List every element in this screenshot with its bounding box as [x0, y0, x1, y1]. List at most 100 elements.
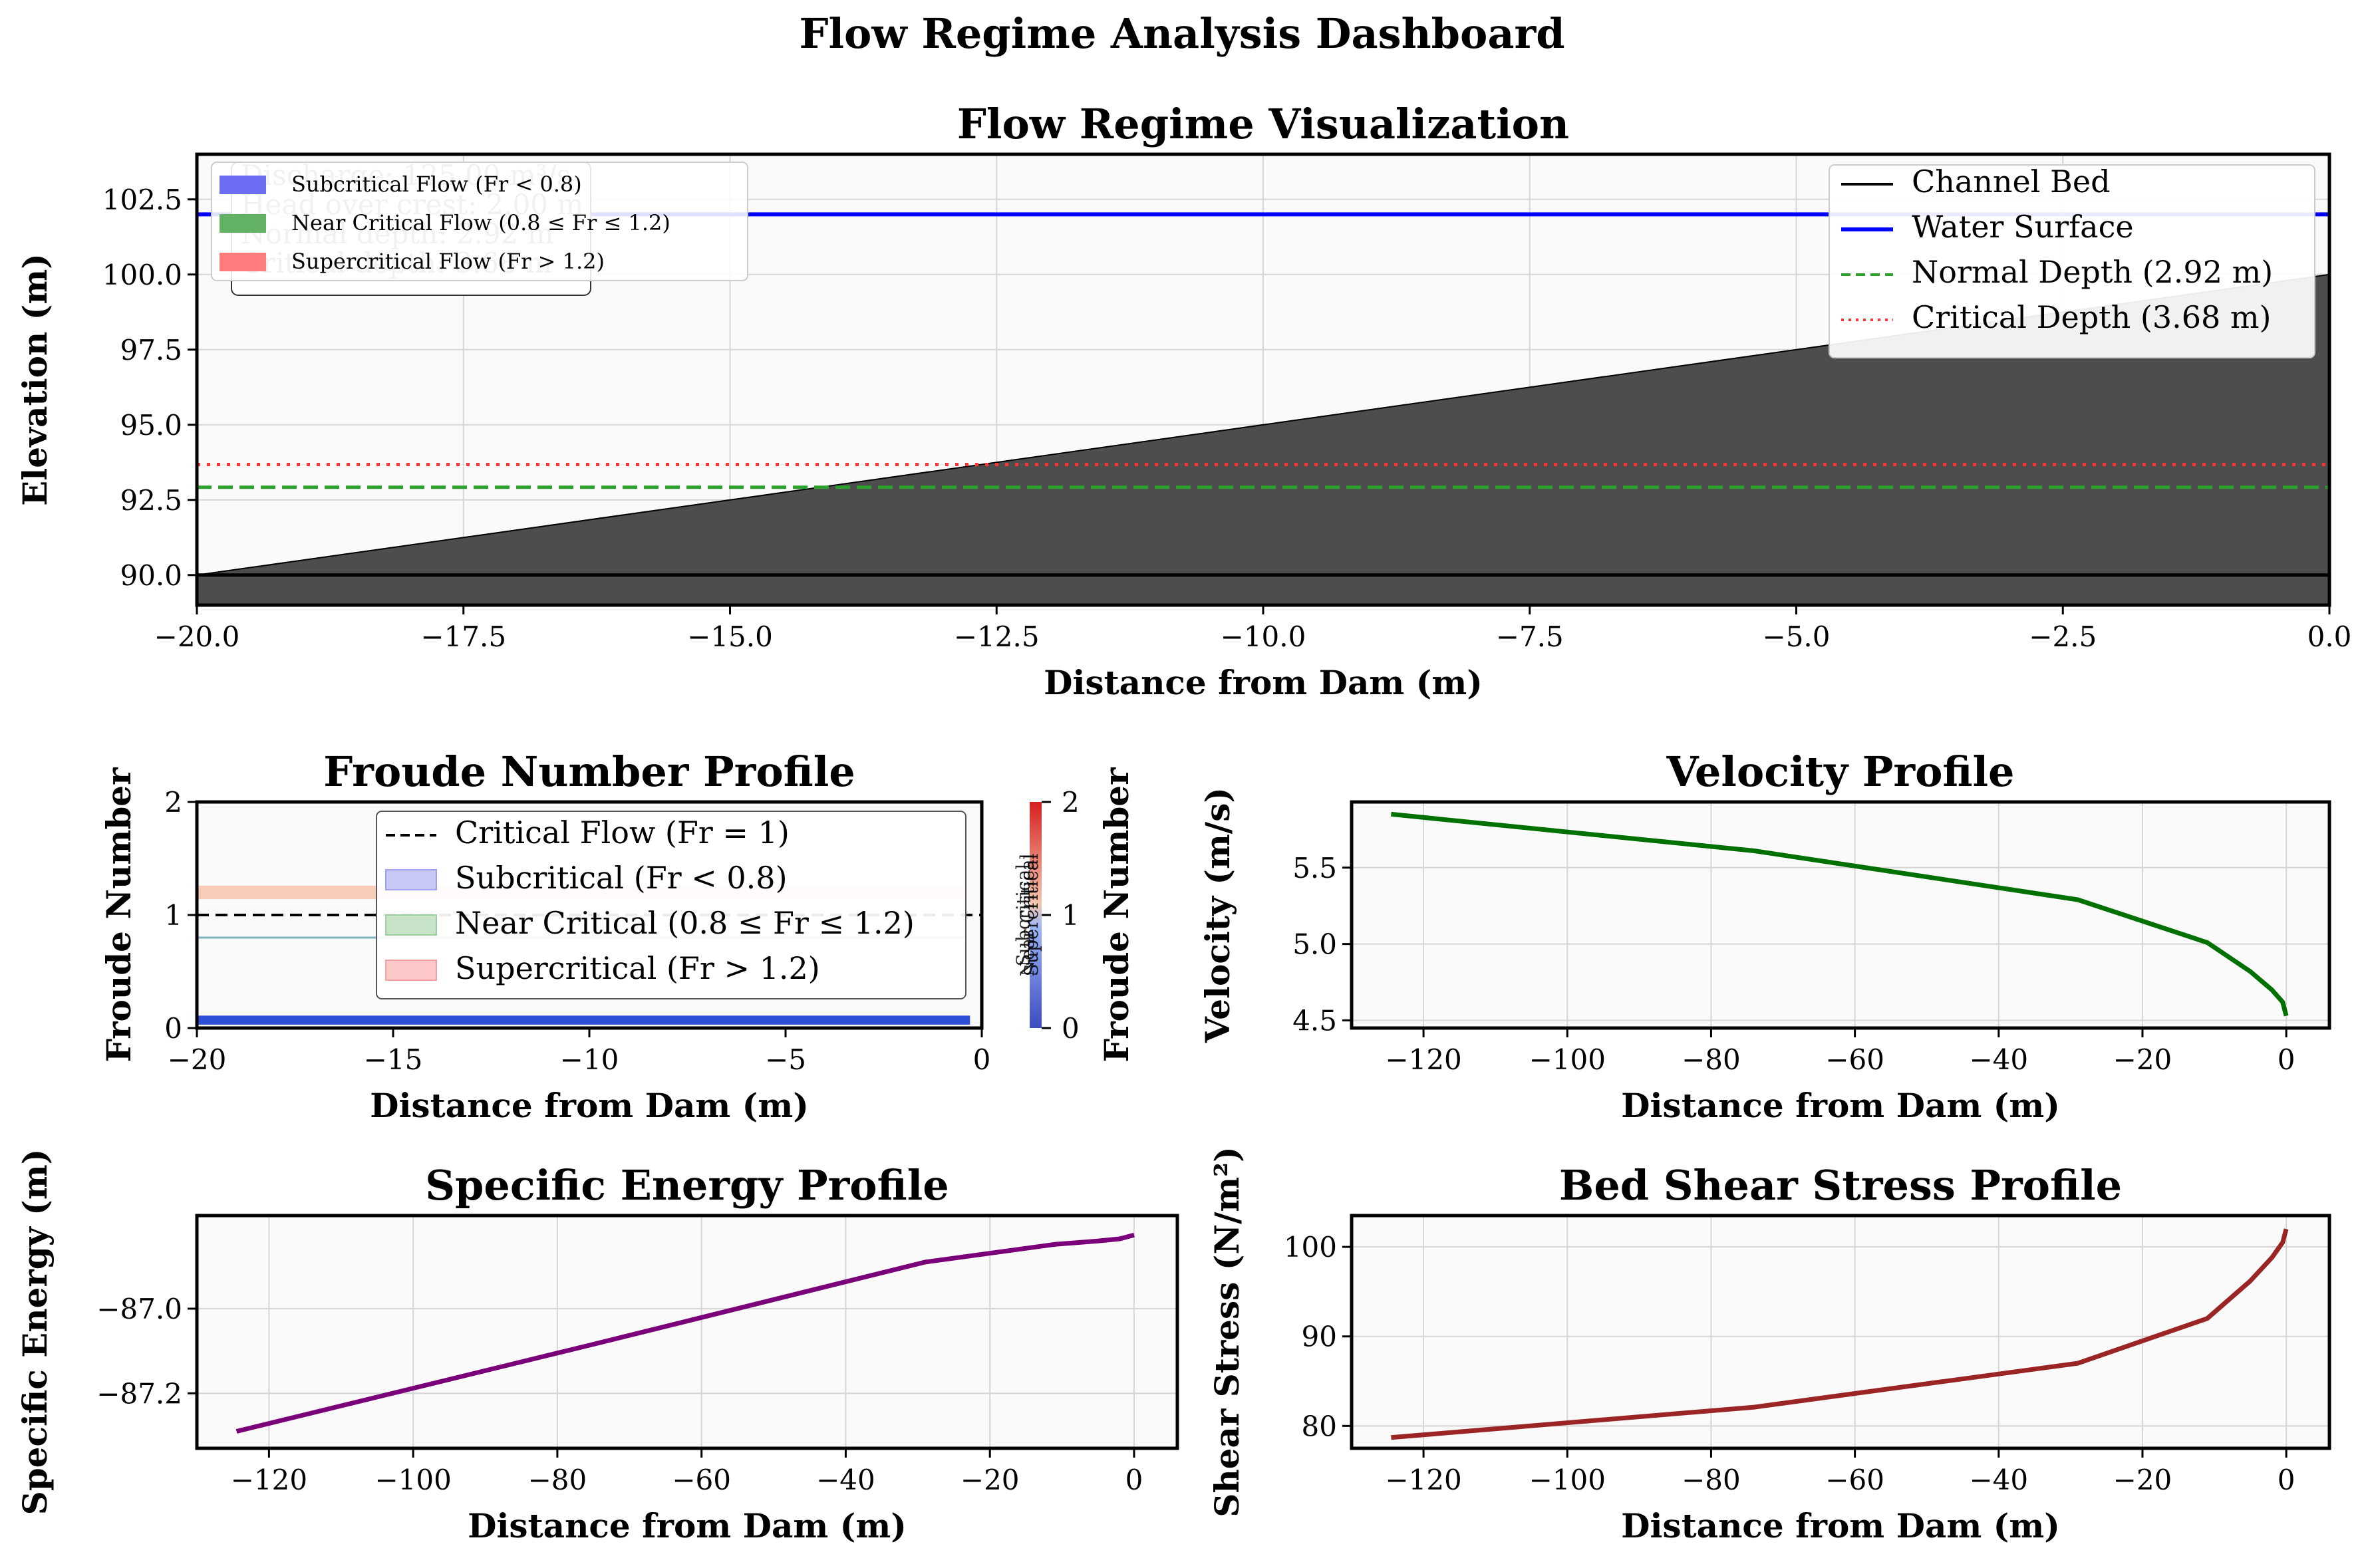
chart-title: Specific Energy Profile [425, 1161, 949, 1210]
x-tick-label: −40 [1969, 1043, 2028, 1076]
dashboard-title: Flow Regime Analysis Dashboard [799, 9, 1564, 58]
energy-frame [195, 1214, 1179, 1450]
froude-legend-label: Subcritical (Fr < 0.8) [455, 860, 788, 896]
x-axis-label: Distance from Dam (m) [1621, 1086, 2060, 1125]
colorbar-tick-label: 0 [1062, 1012, 1080, 1045]
regime-legend-label: Supercritical Flow (Fr > 1.2) [291, 249, 605, 274]
x-tick-label: −120 [231, 1464, 307, 1496]
x-tick-label: −80 [1682, 1043, 1741, 1076]
x-tick-label: −15 [364, 1043, 423, 1076]
series-legend-label: Critical Depth (3.68 m) [1912, 299, 2271, 335]
x-tick-label: −7.5 [1496, 620, 1564, 653]
froude-legend: Critical Flow (Fr = 1) Subcritical (Fr < … [376, 811, 966, 999]
y-tick-label: 1 [164, 899, 182, 932]
y-tick-label: 2 [164, 786, 182, 819]
y-tick-label: −87.2 [96, 1377, 182, 1410]
y-tick-label: 100 [1284, 1231, 1337, 1263]
regime-legend-frame [211, 162, 748, 281]
x-axis-label: Distance from Dam (m) [370, 1086, 809, 1125]
chart-title: Velocity Profile [1666, 747, 2014, 796]
chart-title: Bed Shear Stress Profile [1559, 1161, 2122, 1210]
x-tick-label: −100 [1529, 1043, 1606, 1076]
y-tick-label: 100.0 [102, 259, 182, 291]
x-tick-label: −100 [1529, 1464, 1606, 1496]
x-tick-label: −40 [1969, 1464, 2028, 1496]
y-tick-label: 5.5 [1292, 852, 1337, 884]
y-tick-label: 90.0 [120, 559, 182, 592]
colorbar-axis-label: Froude Number [1097, 767, 1136, 1063]
x-tick-label: −60 [1825, 1043, 1884, 1076]
colorbar-tick-label: 2 [1062, 786, 1080, 819]
y-tick-label: 80 [1302, 1410, 1337, 1442]
froude-legend-label: Supercritical (Fr > 1.2) [455, 950, 820, 986]
shear-plot-area [1352, 1216, 2329, 1448]
froude-legend-swatch [385, 914, 437, 936]
energy-chart: −120 −100 −80 −60 −40 −20 0 −87.2 −87.0 Specific … [15, 1149, 1179, 1545]
regime-legend-label: Near Critical Flow (0.8 ≤ Fr ≤ 1.2) [291, 210, 670, 235]
velocity-chart: −120 −100 −80 −60 −40 −20 0 4.5 5.0 5.5 Velocity P… [1198, 747, 2331, 1125]
x-tick-label: 0 [973, 1043, 991, 1076]
x-tick-label: −80 [528, 1464, 587, 1496]
x-tick-label: −20 [960, 1464, 1020, 1496]
shear-line [1391, 1228, 2289, 1440]
regime-legend-label: Subcritical Flow (Fr < 0.8) [291, 172, 582, 197]
x-tick-label: −17.5 [420, 620, 506, 653]
x-axis-label: Distance from Dam (m) [1044, 663, 1483, 702]
y-axis-label: Elevation (m) [15, 253, 55, 506]
shear-chart: −120 −100 −80 −60 −40 −20 0 80 90 100 Bed Shear St… [1207, 1146, 2331, 1545]
froude-legend-label: Near Critical (0.8 ≤ Fr ≤ 1.2) [455, 905, 915, 941]
velocity-plot-area [1352, 802, 2329, 1028]
froude-legend-swatch [385, 960, 437, 981]
series-legend-label: Channel Bed [1912, 164, 2111, 199]
froude-number-band [197, 1015, 970, 1025]
chart-title: Froude Number Profile [323, 747, 855, 796]
series-legend-label: Normal Depth (2.92 m) [1912, 254, 2273, 290]
x-tick-label: 0 [2278, 1043, 2295, 1076]
velocity-frame [1350, 800, 2331, 1030]
regime-legend-swatch [220, 214, 266, 233]
y-axis-label: Velocity (m/s) [1198, 787, 1237, 1043]
regime-legend-swatch [220, 176, 266, 194]
x-tick-label: −60 [1825, 1464, 1884, 1496]
froude-chart: Critical Flow (Fr = 1) Subcritical (Fr < … [99, 747, 1136, 1125]
x-tick-label: −120 [1385, 1464, 1461, 1496]
y-tick-label: 0 [164, 1012, 182, 1045]
y-tick-label: 102.5 [102, 184, 182, 216]
y-axis-label: Shear Stress (N/m²) [1207, 1146, 1247, 1517]
x-tick-label: −10 [560, 1043, 619, 1076]
x-tick-label: −5.0 [1763, 620, 1831, 653]
x-tick-label: −20.0 [154, 620, 240, 653]
colorbar-bar [1030, 802, 1042, 1028]
energy-line [235, 1232, 1135, 1434]
y-tick-label: 5.0 [1292, 928, 1337, 961]
x-tick-label: 0 [2278, 1464, 2295, 1496]
velocity-line [1391, 811, 2289, 1017]
x-tick-label: −60 [672, 1464, 731, 1496]
x-tick-label: −5 [765, 1043, 806, 1076]
y-tick-label: 92.5 [120, 484, 182, 517]
y-axis-label: Froude Number [99, 767, 138, 1063]
froude-legend-label: Critical Flow (Fr = 1) [455, 815, 790, 850]
shear-frame [1350, 1214, 2331, 1450]
colorbar-regime-label: Subcritical [1012, 864, 1034, 967]
regime-legend-swatch [220, 253, 266, 271]
y-tick-label: 95.0 [120, 409, 182, 442]
x-tick-label: −20 [168, 1043, 227, 1076]
x-axis-label: Distance from Dam (m) [1621, 1506, 2060, 1545]
x-tick-label: 0 [1125, 1464, 1143, 1496]
energy-plot-area [197, 1216, 1177, 1448]
x-tick-label: 0.0 [2307, 620, 2352, 653]
x-tick-label: −20 [2113, 1464, 2172, 1496]
x-tick-label: −100 [374, 1464, 451, 1496]
colorbar-tick-label: 1 [1062, 899, 1080, 932]
x-tick-label: −120 [1385, 1043, 1461, 1076]
y-tick-label: 90 [1302, 1321, 1337, 1353]
y-tick-label: −87.0 [96, 1293, 182, 1325]
x-tick-label: −2.5 [2029, 620, 2097, 653]
x-tick-label: −15.0 [687, 620, 773, 653]
regime-legend: Subcritical Flow (Fr < 0.8) Near Critical… [211, 162, 748, 281]
y-tick-label: 4.5 [1292, 1005, 1337, 1037]
